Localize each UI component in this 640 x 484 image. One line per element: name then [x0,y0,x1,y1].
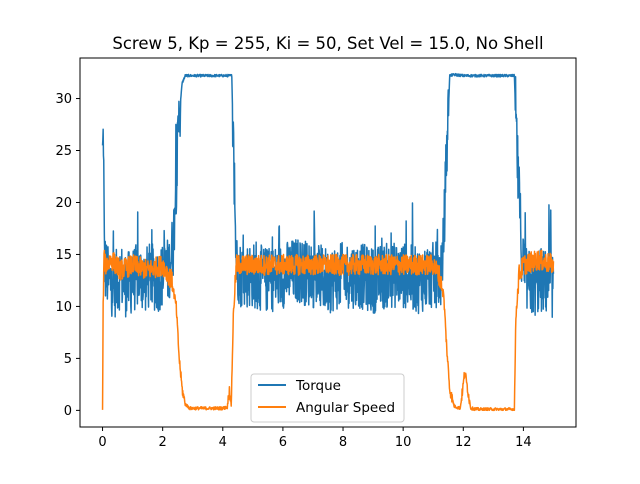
x-tick-label: 4 [219,435,227,450]
legend-label-angular-speed: Angular Speed [296,400,395,416]
series-line-torque [101,72,555,318]
y-tick-label: 30 [55,92,72,107]
y-tick-label: 15 [55,248,72,263]
x-tick-label: 12 [455,435,472,450]
x-tick-label: 14 [515,435,532,450]
y-tick-label: 25 [55,144,72,159]
y-tick-label: 0 [64,404,72,419]
series-layer [101,72,555,412]
y-tick-label: 20 [55,196,72,211]
x-tick-label: 8 [339,435,347,450]
x-tick-label: 6 [279,435,287,450]
y-axis: 0 5 10 15 20 25 30 [55,92,80,419]
plot-area-frame [79,57,577,428]
y-tick-label: 5 [64,352,72,367]
x-tick-label: 0 [98,435,106,450]
x-tick-label: 2 [159,435,167,450]
legend: Torque Angular Speed [250,373,405,423]
legend-label-torque: Torque [295,378,341,394]
x-axis: 0 2 4 6 8 10 12 14 [98,427,532,450]
series-line-angular-speed [101,249,555,412]
x-tick-label: 10 [395,435,412,450]
legend-box [250,373,405,423]
chart-title: Screw 5, Kp = 255, Ki = 50, Set Vel = 15… [112,34,543,53]
y-tick-label: 10 [55,300,72,315]
